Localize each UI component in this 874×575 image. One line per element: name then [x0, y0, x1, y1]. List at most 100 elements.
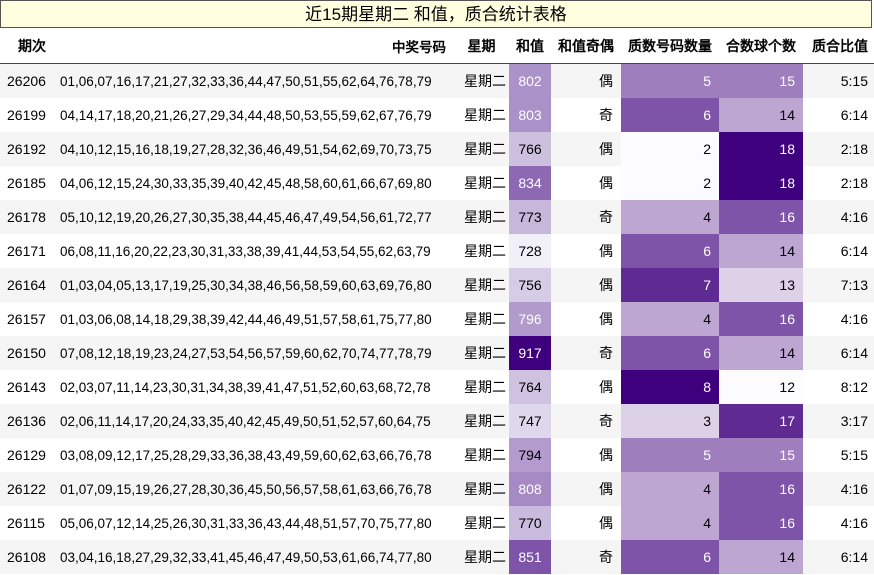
ratio-cell: 4:16	[803, 472, 874, 506]
prime-count-cell: 4	[621, 506, 719, 540]
day-cell: 星期二	[454, 166, 509, 200]
sum-cell: 766	[509, 132, 551, 166]
day-cell: 星期二	[454, 506, 509, 540]
table-row: 26150 07,08,12,18,19,23,24,27,53,54,56,57…	[0, 336, 874, 370]
sum-cell: 803	[509, 98, 551, 132]
table-row: 26136 02,06,11,14,17,20,24,33,35,40,42,45…	[0, 404, 874, 438]
composite-count-cell: 16	[719, 506, 803, 540]
composite-count-cell: 17	[719, 404, 803, 438]
composite-count-cell: 14	[719, 98, 803, 132]
ratio-cell: 5:15	[803, 438, 874, 472]
sum-cell: 728	[509, 234, 551, 268]
numbers-cell: 01,07,09,15,19,26,27,28,30,36,45,50,56,5…	[54, 472, 454, 506]
table-row: 26178 05,10,12,19,20,26,27,30,35,38,44,45…	[0, 200, 874, 234]
day-cell: 星期二	[454, 404, 509, 438]
sum-cell: 851	[509, 540, 551, 574]
sum-cell: 756	[509, 268, 551, 302]
table-row: 26122 01,07,09,15,19,26,27,28,30,36,45,50…	[0, 472, 874, 506]
prime-count-cell: 5	[621, 438, 719, 472]
composite-count-cell: 16	[719, 302, 803, 336]
header-day[interactable]: 星期	[454, 29, 509, 64]
ratio-cell: 4:16	[803, 506, 874, 540]
sum-cell: 834	[509, 166, 551, 200]
header-prime-count[interactable]: 质数号码数量	[621, 29, 719, 64]
sum-cell: 773	[509, 200, 551, 234]
sum-odd-even-cell: 偶	[551, 438, 621, 472]
table-row: 26164 01,03,04,05,13,17,19,25,30,34,38,46…	[0, 268, 874, 302]
numbers-cell: 05,10,12,19,20,26,27,30,35,38,44,45,46,4…	[54, 200, 454, 234]
header-sum[interactable]: 和值	[509, 29, 551, 64]
issue-cell: 26122	[0, 472, 54, 506]
composite-count-cell: 18	[719, 132, 803, 166]
stats-table: 期次 中奖号码 星期 和值 和值奇偶 质数号码数量 合数球个数 质合比值 262…	[0, 29, 874, 574]
sum-odd-even-cell: 偶	[551, 302, 621, 336]
composite-count-cell: 14	[719, 234, 803, 268]
ratio-cell: 6:14	[803, 98, 874, 132]
ratio-cell: 8:12	[803, 370, 874, 404]
composite-count-cell: 16	[719, 472, 803, 506]
issue-cell: 26164	[0, 268, 54, 302]
composite-count-cell: 15	[719, 438, 803, 472]
numbers-cell: 04,10,12,15,16,18,19,27,28,32,36,46,49,5…	[54, 132, 454, 166]
composite-count-cell: 18	[719, 166, 803, 200]
numbers-cell: 01,03,04,05,13,17,19,25,30,34,38,46,56,5…	[54, 268, 454, 302]
day-cell: 星期二	[454, 63, 509, 98]
day-cell: 星期二	[454, 132, 509, 166]
table-row: 26143 02,03,07,11,14,23,30,31,34,38,39,41…	[0, 370, 874, 404]
sum-odd-even-cell: 偶	[551, 132, 621, 166]
numbers-cell: 03,04,16,18,27,29,32,33,41,45,46,47,49,5…	[54, 540, 454, 574]
issue-cell: 26178	[0, 200, 54, 234]
sum-odd-even-cell: 偶	[551, 506, 621, 540]
numbers-cell: 01,03,06,08,14,18,29,38,39,42,44,46,49,5…	[54, 302, 454, 336]
issue-cell: 26157	[0, 302, 54, 336]
ratio-cell: 2:18	[803, 132, 874, 166]
sum-cell: 770	[509, 506, 551, 540]
prime-count-cell: 5	[621, 63, 719, 98]
header-composite-count[interactable]: 合数球个数	[719, 29, 803, 64]
day-cell: 星期二	[454, 234, 509, 268]
prime-count-cell: 8	[621, 370, 719, 404]
sum-odd-even-cell: 偶	[551, 166, 621, 200]
prime-count-cell: 6	[621, 234, 719, 268]
prime-count-cell: 2	[621, 132, 719, 166]
issue-cell: 26115	[0, 506, 54, 540]
composite-count-cell: 14	[719, 540, 803, 574]
header-numbers[interactable]: 中奖号码	[54, 29, 454, 64]
issue-cell: 26192	[0, 132, 54, 166]
header-issue[interactable]: 期次	[0, 29, 54, 64]
issue-cell: 26108	[0, 540, 54, 574]
numbers-cell: 02,06,11,14,17,20,24,33,35,40,42,45,49,5…	[54, 404, 454, 438]
issue-cell: 26171	[0, 234, 54, 268]
sum-odd-even-cell: 偶	[551, 268, 621, 302]
table-row: 26115 05,06,07,12,14,25,26,30,31,33,36,43…	[0, 506, 874, 540]
issue-cell: 26185	[0, 166, 54, 200]
header-ratio[interactable]: 质合比值	[803, 29, 874, 64]
numbers-cell: 04,06,12,15,24,30,33,35,39,40,42,45,48,5…	[54, 166, 454, 200]
day-cell: 星期二	[454, 540, 509, 574]
issue-cell: 26206	[0, 63, 54, 98]
issue-cell: 26129	[0, 438, 54, 472]
header-row: 期次 中奖号码 星期 和值 和值奇偶 质数号码数量 合数球个数 质合比值	[0, 29, 874, 64]
issue-cell: 26143	[0, 370, 54, 404]
table-row: 26192 04,10,12,15,16,18,19,27,28,32,36,46…	[0, 132, 874, 166]
table-row: 26129 03,08,09,12,17,25,28,29,33,36,38,43…	[0, 438, 874, 472]
day-cell: 星期二	[454, 370, 509, 404]
sum-cell: 917	[509, 336, 551, 370]
sum-cell: 796	[509, 302, 551, 336]
header-sum-odd-even[interactable]: 和值奇偶	[551, 29, 621, 64]
day-cell: 星期二	[454, 302, 509, 336]
prime-count-cell: 2	[621, 166, 719, 200]
ratio-cell: 6:14	[803, 540, 874, 574]
sum-cell: 747	[509, 404, 551, 438]
day-cell: 星期二	[454, 438, 509, 472]
prime-count-cell: 6	[621, 540, 719, 574]
prime-count-cell: 3	[621, 404, 719, 438]
table-row: 26185 04,06,12,15,24,30,33,35,39,40,42,45…	[0, 166, 874, 200]
prime-count-cell: 6	[621, 336, 719, 370]
numbers-cell: 01,06,07,16,17,21,27,32,33,36,44,47,50,5…	[54, 63, 454, 98]
sum-cell: 764	[509, 370, 551, 404]
ratio-cell: 5:15	[803, 63, 874, 98]
ratio-cell: 4:16	[803, 200, 874, 234]
prime-count-cell: 4	[621, 200, 719, 234]
day-cell: 星期二	[454, 268, 509, 302]
